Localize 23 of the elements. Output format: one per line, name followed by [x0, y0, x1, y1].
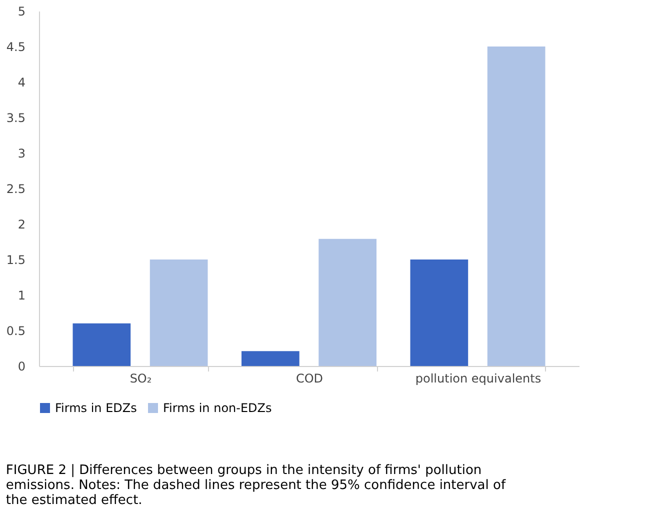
- bar: [242, 351, 300, 366]
- y-tick-label: 4: [18, 76, 26, 90]
- bar: [487, 46, 546, 366]
- y-tick-label: 0: [18, 360, 26, 374]
- y-tick-label: 1: [18, 288, 26, 302]
- y-tick-label: 3: [18, 146, 26, 160]
- legend-label: Firms in non-EDZs: [163, 401, 272, 415]
- bar: [150, 260, 208, 366]
- x-tick-label: COD: [296, 372, 324, 386]
- y-tick-label: 4.5: [6, 40, 26, 54]
- y-tick-label: 3.5: [6, 111, 26, 125]
- y-tick-label: 5: [18, 4, 26, 18]
- legend-label: Firms in EDZs: [55, 401, 137, 415]
- y-tick-label: 0.5: [6, 324, 26, 338]
- bar: [318, 238, 376, 366]
- bar: [410, 260, 468, 366]
- x-tick-label: pollution equivalents: [415, 372, 542, 386]
- caption: FIGURE 2 | Differences between groups in the intensity of firms' pollution emissions. Notes: The dashed lines represent the 95% confidence interval of the estimated effect.: [6, 463, 506, 507]
- y-tick-label: 2: [18, 218, 26, 232]
- y-tick-label: 1.5: [6, 253, 26, 267]
- x-tick-label: SO₂: [130, 372, 152, 386]
- y-tick-label: 2.5: [6, 182, 26, 196]
- bar: [72, 323, 131, 366]
